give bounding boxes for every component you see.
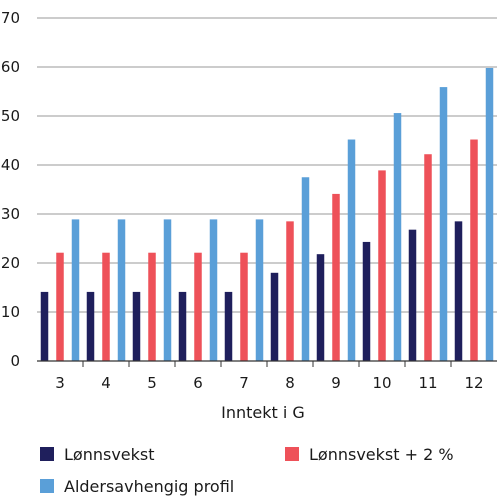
bar (178, 291, 187, 361)
bar (117, 219, 126, 361)
bar (40, 291, 49, 361)
legend-item-aldersavhengig: Aldersavhengig profil (40, 476, 234, 496)
bar (454, 221, 463, 361)
legend-item-lonnsvekst: Lønnsvekst (40, 444, 155, 464)
legend-label-lonnsvekst-2: Lønnsvekst + 2 % (309, 444, 454, 464)
bar (393, 113, 402, 361)
bar (56, 252, 64, 361)
y-tick-label: 20 (1, 254, 20, 272)
bar-chart: 0 10 20 30 40 50 60 70 3 4 5 6 7 8 9 10 11 12 Inntekt i … (1, 9, 497, 422)
bar (347, 139, 356, 361)
y-tick-label: 60 (1, 58, 20, 76)
legend-swatch-aldersavhengig (40, 479, 54, 493)
bar (424, 154, 432, 361)
bar (316, 254, 325, 361)
bar (362, 241, 371, 361)
y-tick-label: 40 (1, 156, 20, 174)
bar (148, 252, 156, 361)
bar (470, 139, 478, 361)
y-tick-label: 10 (1, 303, 20, 321)
bar (71, 219, 80, 361)
bar (240, 252, 248, 361)
bar (224, 291, 233, 361)
y-tick-label: 50 (1, 107, 20, 125)
axes (37, 360, 497, 367)
bar (439, 87, 448, 361)
bar (132, 291, 141, 361)
bar (485, 67, 494, 361)
legend-swatch-lonnsvekst-2 (285, 447, 299, 461)
x-axis-title: Inntekt i G (221, 403, 305, 422)
y-tick-labels: 0 10 20 30 40 50 60 70 (1, 9, 20, 370)
bar (86, 291, 95, 361)
x-tick-label: 8 (285, 374, 295, 392)
x-tick-label: 4 (101, 374, 111, 392)
x-tick-labels: 3 4 5 6 7 8 9 10 11 12 (55, 374, 483, 392)
bar (270, 272, 279, 361)
bars (40, 67, 494, 361)
y-tick-label: 0 (10, 352, 20, 370)
bar (255, 219, 264, 361)
legend: Lønnsvekst Lønnsvekst + 2 % Aldersavheng… (40, 440, 490, 500)
bar (408, 229, 417, 361)
gridlines (37, 17, 497, 313)
bar (332, 193, 340, 361)
bar (194, 252, 202, 361)
bar (378, 170, 386, 361)
y-tick-label: 30 (1, 205, 20, 223)
bar (286, 221, 294, 361)
bar (163, 219, 172, 361)
legend-item-lonnsvekst-2: Lønnsvekst + 2 % (285, 444, 454, 464)
legend-label-lonnsvekst: Lønnsvekst (64, 444, 155, 464)
bar (209, 219, 218, 361)
x-tick-label: 12 (464, 374, 483, 392)
x-tick-label: 5 (147, 374, 157, 392)
bar (301, 177, 310, 361)
legend-label-aldersavhengig: Aldersavhengig profil (64, 476, 235, 496)
x-tick-label: 9 (331, 374, 341, 392)
x-tick-label: 10 (372, 374, 391, 392)
x-tick-label: 11 (418, 374, 437, 392)
y-tick-label: 70 (1, 9, 20, 27)
x-tick-label: 3 (55, 374, 65, 392)
x-tick-label: 7 (239, 374, 249, 392)
bar (102, 252, 110, 361)
x-tick-label: 6 (193, 374, 203, 392)
legend-swatch-lonnsvekst (40, 447, 54, 461)
